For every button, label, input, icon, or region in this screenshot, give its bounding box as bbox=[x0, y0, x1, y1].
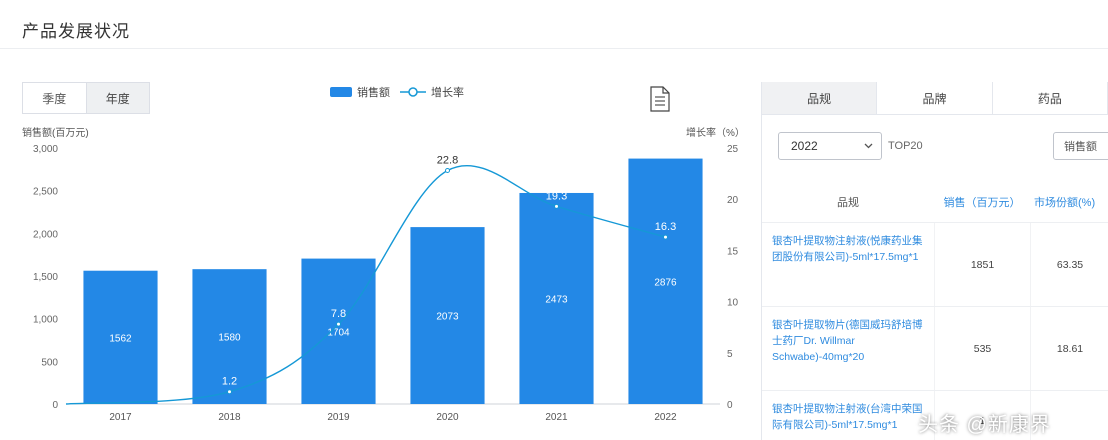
bar-value-label: 2876 bbox=[654, 277, 677, 288]
y-left-tick-label: 1,500 bbox=[33, 272, 58, 283]
legend-line-swatch bbox=[400, 87, 426, 97]
x-tick-label: 2019 bbox=[327, 412, 350, 423]
ranking-tabs: 品规 品牌 药品 bbox=[762, 82, 1108, 115]
y-right-tick-label: 0 bbox=[727, 400, 733, 411]
bar-sales bbox=[519, 192, 594, 404]
growth-value-label: 7.8 bbox=[331, 308, 346, 320]
growth-value-label: 22.8 bbox=[437, 155, 458, 167]
growth-value-label: 16.3 bbox=[655, 221, 676, 233]
column-header-spec: 品规 bbox=[837, 197, 859, 209]
bar-sales bbox=[628, 158, 703, 404]
bar-value-label: 2473 bbox=[545, 294, 568, 305]
left-axis-title: 销售额(百万元) bbox=[22, 128, 89, 139]
row-brand-link[interactable]: 银杏叶提取物注射液(台湾中荣国际有限公司)-5ml*17.5mg*1 bbox=[772, 403, 923, 431]
y-right-tick-label: 5 bbox=[727, 349, 733, 360]
legend-bar-swatch bbox=[330, 87, 352, 97]
table-row: 银杏叶提取物片(德国威玛舒培博士药厂Dr. Willmar Schwabe)-4… bbox=[762, 306, 1108, 390]
row-brand-link[interactable]: 银杏叶提取物注射液(悦康药业集团股份有限公司)-5ml*17.5mg*1 bbox=[772, 235, 923, 263]
tab-drug[interactable]: 药品 bbox=[992, 82, 1108, 114]
growth-point bbox=[663, 234, 668, 240]
growth-value-label: 19.3 bbox=[546, 190, 567, 202]
tab-yearly[interactable]: 年度 bbox=[85, 83, 149, 113]
x-tick-label: 2022 bbox=[654, 412, 677, 423]
bar-value-label: 1562 bbox=[109, 333, 132, 344]
right-axis-title: 增长率（%） bbox=[686, 128, 745, 139]
table-header: 品规 销售（百万元） 市场份额(%) bbox=[762, 182, 1108, 222]
title-divider bbox=[0, 48, 1108, 49]
y-left-tick-label: 0 bbox=[52, 400, 58, 411]
bar-sales bbox=[192, 269, 267, 404]
tab-brand[interactable]: 品牌 bbox=[877, 82, 993, 114]
tab-spec[interactable]: 品规 bbox=[762, 82, 878, 114]
y-left-tick-label: 2,000 bbox=[33, 229, 58, 240]
legend-sales-label: 销售额 bbox=[357, 87, 390, 99]
bar-value-label: 1704 bbox=[327, 327, 350, 338]
ranking-panel: 品规 品牌 药品 2022 TOP20 销售额 品规 销售（百万元） 市场份额(… bbox=[761, 82, 1108, 440]
y-left-tick-label: 2,500 bbox=[33, 187, 58, 198]
chevron-down-icon bbox=[864, 143, 873, 149]
x-tick-label: 2017 bbox=[109, 412, 132, 423]
x-tick-label: 2021 bbox=[545, 412, 568, 423]
x-tick-label: 2018 bbox=[218, 412, 241, 423]
sales-growth-chart: 0 500 1,000 1,500 2,000 2,500 3,000 0 5 10 15 20 25 1… bbox=[33, 144, 739, 423]
y-right-tick-label: 10 bbox=[727, 298, 739, 309]
y-right-tick-label: 25 bbox=[727, 144, 739, 155]
x-tick-label: 2020 bbox=[436, 412, 459, 423]
y-right-tick-label: 15 bbox=[727, 246, 739, 257]
year-select[interactable]: 2022 bbox=[778, 132, 882, 160]
tab-quarterly[interactable]: 季度 bbox=[23, 83, 86, 113]
column-header-sales[interactable]: 销售（百万元） bbox=[943, 197, 1021, 209]
document-icon[interactable] bbox=[650, 86, 670, 112]
watermark: 头条 @新康界 bbox=[918, 414, 1051, 436]
row-share bbox=[1030, 391, 1108, 440]
row-brand-link[interactable]: 银杏叶提取物片(德国威玛舒培博士药厂Dr. Willmar Schwabe)-4… bbox=[772, 319, 923, 363]
period-tabs: 季度 年度 bbox=[22, 82, 150, 114]
column-header-share[interactable]: 市场份额(%) bbox=[1034, 197, 1096, 209]
metric-select-value: 销售额 bbox=[1064, 141, 1097, 153]
bar-sales bbox=[301, 258, 376, 404]
bar-value-label: 2073 bbox=[436, 312, 459, 323]
growth-point bbox=[554, 203, 559, 209]
row-share: 18.61 bbox=[1030, 307, 1108, 390]
table-filters: 2022 TOP20 bbox=[778, 132, 923, 160]
growth-point bbox=[445, 168, 450, 174]
legend-growth-label: 增长率 bbox=[431, 87, 464, 99]
growth-point bbox=[227, 389, 232, 395]
chart-legend: 销售额 增长率 bbox=[330, 84, 464, 100]
table-row: 银杏叶提取物注射液(悦康药业集团股份有限公司)-5ml*17.5mg*1 185… bbox=[762, 222, 1108, 306]
year-select-value: 2022 bbox=[791, 139, 818, 153]
bar-sales bbox=[410, 227, 485, 404]
table-row: 银杏叶提取物注射液(台湾中荣国际有限公司)-5ml*17.5mg*1 1 bbox=[762, 390, 1108, 440]
row-sales: 1851 bbox=[934, 223, 1030, 306]
row-share: 63.35 bbox=[1030, 223, 1108, 306]
top-label: TOP20 bbox=[888, 140, 923, 152]
row-sales: 535 bbox=[934, 307, 1030, 390]
metric-select[interactable]: 销售额 bbox=[1053, 132, 1108, 160]
legend-item-growth[interactable]: 增长率 bbox=[400, 84, 464, 100]
legend-item-sales[interactable]: 销售额 bbox=[330, 84, 390, 100]
bar-sales bbox=[83, 270, 158, 404]
growth-value-label: 1.2 bbox=[222, 376, 237, 388]
page-title: 产品发展状况 bbox=[22, 22, 130, 41]
y-left-tick-label: 3,000 bbox=[33, 144, 58, 155]
y-right-tick-label: 20 bbox=[727, 195, 739, 206]
row-sales: 1 bbox=[934, 391, 1030, 440]
bar-value-label: 1580 bbox=[218, 333, 241, 344]
growth-point bbox=[336, 321, 341, 327]
y-left-tick-label: 500 bbox=[41, 357, 58, 368]
y-left-tick-label: 1,000 bbox=[33, 315, 58, 326]
